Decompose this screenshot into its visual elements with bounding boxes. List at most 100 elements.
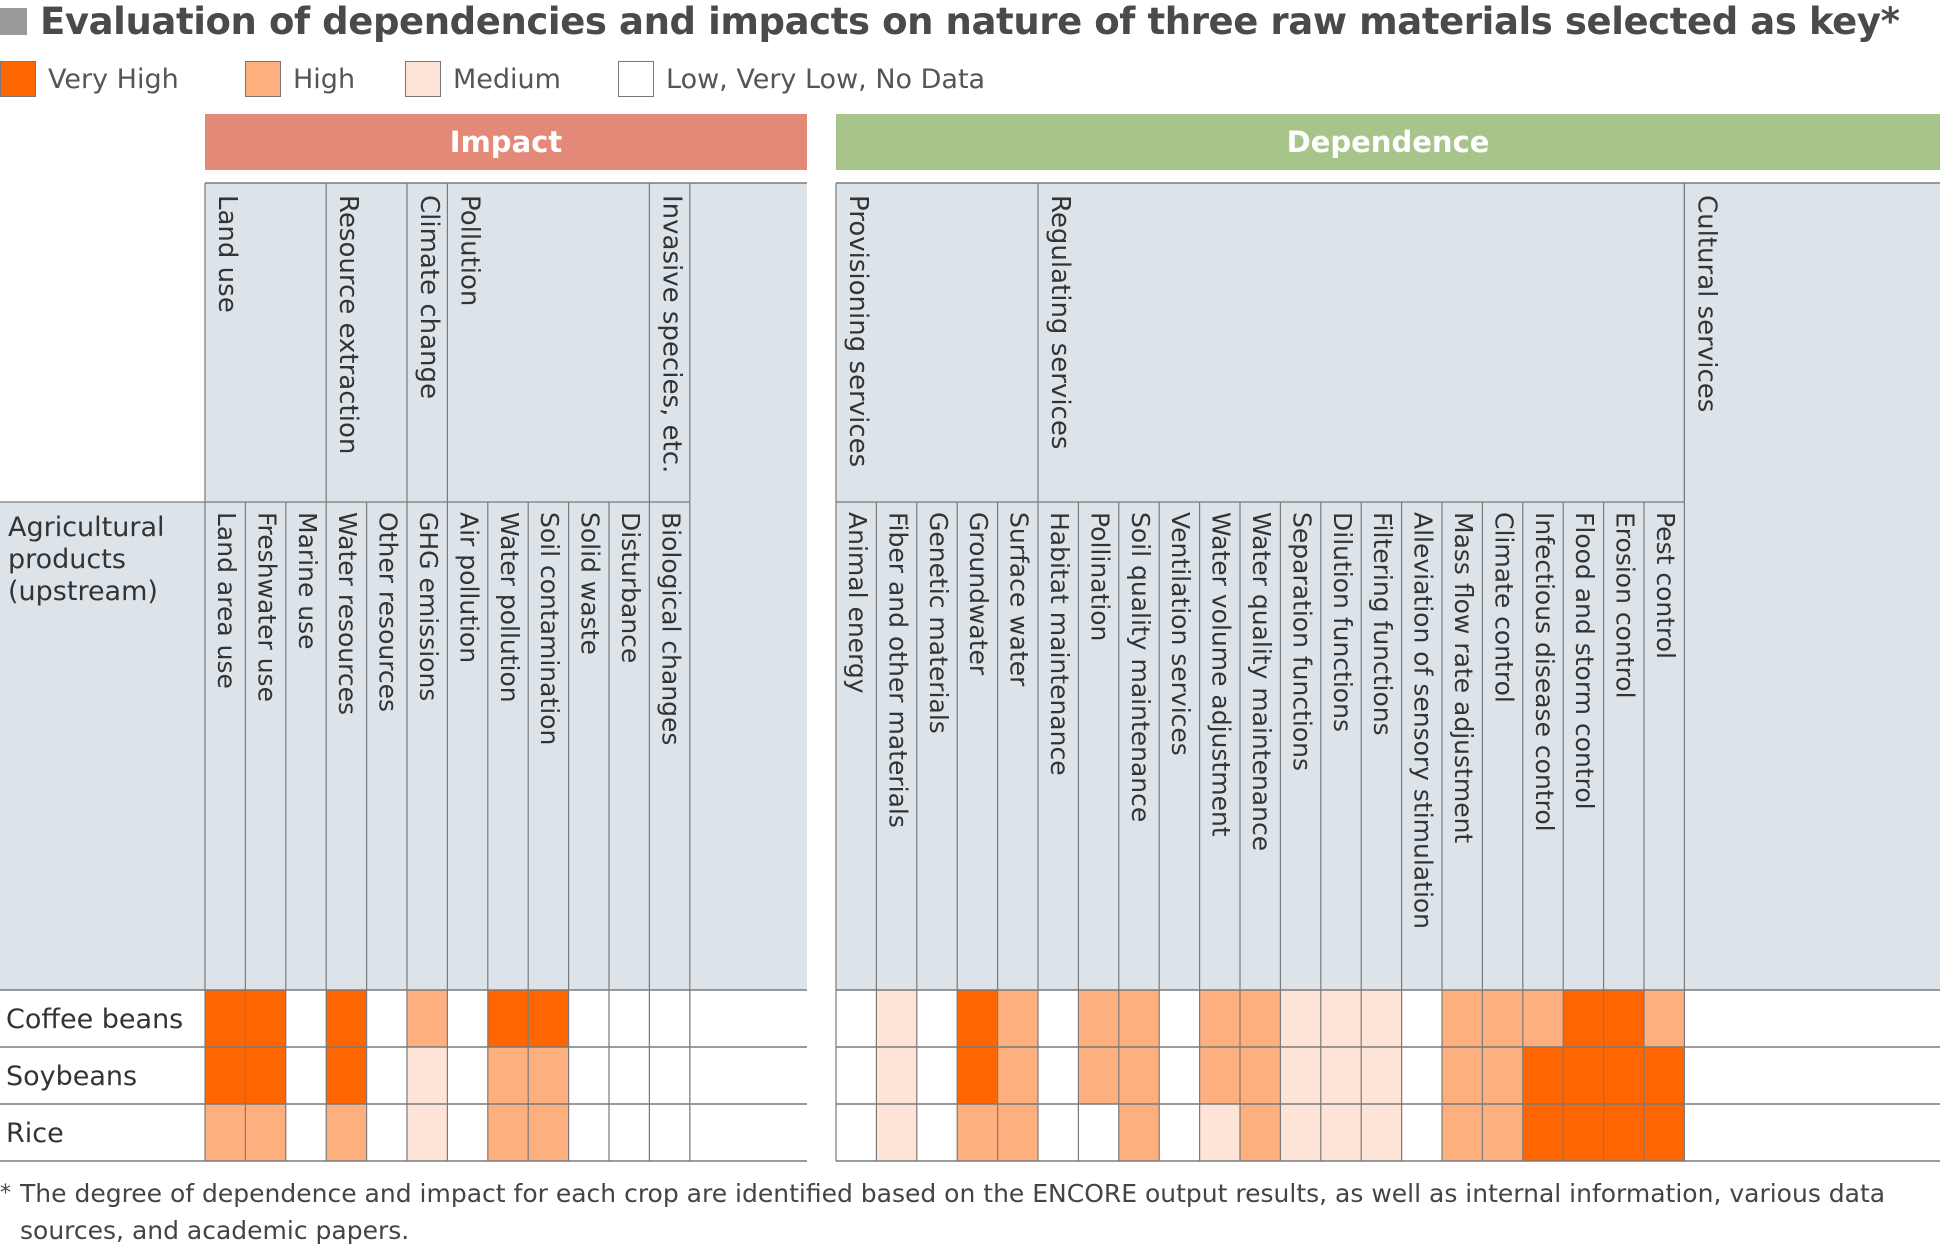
- row-header-label: Agricultural: [8, 512, 165, 543]
- heatmap-cell: [1482, 990, 1523, 1047]
- legend-swatch-medium: [405, 61, 441, 97]
- column-label-mass-flow-rate-adjustment: Mass flow rate adjustment: [1449, 512, 1478, 843]
- heatmap-cell: [957, 1104, 998, 1161]
- heatmap-cell: [447, 990, 488, 1047]
- column-label-surface-water: Surface water: [1005, 512, 1034, 687]
- column-label-fiber-and-other-materials: Fiber and other materials: [883, 512, 912, 828]
- heatmap-cell: [1401, 1047, 1442, 1104]
- column-label-ventilation-services: Ventilation services: [1166, 512, 1195, 756]
- column-label-biological-changes: Biological changes: [656, 512, 685, 745]
- heatmap-cell: [997, 1047, 1038, 1104]
- heatmap-cell: [326, 1104, 367, 1161]
- heatmap-cell: [1159, 1047, 1200, 1104]
- heatmap-cell: [326, 1047, 367, 1104]
- group-label-regulating-services: Regulating services: [1045, 195, 1075, 449]
- legend-item-low: Low, Very Low, No Data: [618, 60, 985, 98]
- heatmap-cell: [1442, 990, 1483, 1047]
- dependence-header-bg: [836, 183, 1940, 990]
- heatmap-cell: [1482, 1047, 1523, 1104]
- heatmap-cell: [1320, 1047, 1362, 1104]
- heatmap-cell: [1240, 1047, 1281, 1104]
- column-label-water-resources: Water resources: [333, 512, 362, 715]
- heatmap-cell: [1199, 990, 1240, 1047]
- column-label-erosion-control: Erosion control: [1611, 512, 1640, 699]
- heatmap-cell: [528, 990, 569, 1047]
- heatmap-cell: [487, 1104, 529, 1161]
- impact-band: [205, 114, 807, 170]
- heatmap-cell: [1240, 1104, 1281, 1161]
- heatmap-cell: [326, 990, 367, 1047]
- footnote-marker: *: [0, 1181, 11, 1206]
- legend-item-very-high: Very High: [0, 60, 179, 98]
- heatmap-cell: [1603, 1047, 1644, 1104]
- column-label-alleviation-of-sensory-stimulation: Alleviation of sensory stimulation: [1409, 512, 1438, 929]
- column-label-groundwater: Groundwater: [964, 512, 993, 676]
- heatmap-cell: [205, 990, 246, 1047]
- heatmap-cell: [649, 1047, 690, 1104]
- heatmap-cell: [1603, 990, 1644, 1047]
- dependence-band: [836, 114, 1940, 170]
- heatmap-cell: [285, 1104, 327, 1161]
- heatmap-cell: [1118, 990, 1160, 1047]
- column-label-habitat-maintenance: Habitat maintenance: [1045, 512, 1074, 776]
- column-label-soil-contamination: Soil contamination: [535, 512, 564, 745]
- column-label-air-pollution: Air pollution: [454, 512, 483, 663]
- column-label-dilution-functions: Dilution functions: [1328, 512, 1357, 732]
- heatmap-cell: [528, 1047, 569, 1104]
- title-marker-icon: [0, 8, 27, 35]
- legend-swatch-high: [245, 61, 281, 97]
- heatmap-cell: [916, 990, 958, 1047]
- column-label-water-volume-adjustment: Water volume adjustment: [1207, 512, 1236, 837]
- heatmap-cell: [957, 990, 998, 1047]
- group-label-climate-change: Climate change: [414, 195, 444, 399]
- heatmap-cell: [1038, 1047, 1079, 1104]
- chart-title: Evaluation of dependencies and impacts o…: [40, 0, 1900, 43]
- footnote-text: The degree of dependence and impact for …: [20, 1179, 1886, 1245]
- heatmap-cell: [487, 990, 529, 1047]
- footnote: * The degree of dependence and impact fo…: [0, 1175, 1935, 1249]
- group-label-invasive-species-etc: Invasive species, etc.: [656, 195, 686, 473]
- heatmap-cell: [1280, 1104, 1321, 1161]
- legend-item-high: High: [245, 60, 355, 98]
- heatmap-cell: [407, 1104, 448, 1161]
- heatmap-cell: [1603, 1104, 1644, 1161]
- heatmap-cell: [1078, 1104, 1119, 1161]
- heatmap-cell: [1159, 990, 1200, 1047]
- column-label-ghg-emissions: GHG emissions: [414, 512, 443, 701]
- heatmap-cell: [997, 990, 1038, 1047]
- impact-header-bg: [205, 183, 807, 990]
- heatmap-cell: [1482, 1104, 1523, 1161]
- impact-band-label: Impact: [450, 125, 563, 159]
- heatmap-cell: [1280, 990, 1321, 1047]
- heatmap-cell: [285, 1047, 327, 1104]
- legend-label: Medium: [453, 63, 561, 95]
- legend-item-medium: Medium: [405, 60, 561, 98]
- heatmap-cell: [447, 1047, 488, 1104]
- heatmap-cell: [997, 1104, 1038, 1161]
- heatmap-cell: [1199, 1104, 1240, 1161]
- heatmap-cell: [366, 990, 407, 1047]
- heatmap-cell: [447, 1104, 488, 1161]
- heatmap-cell: [1644, 1104, 1685, 1161]
- column-label-water-quality-maintenance: Water quality maintenance: [1247, 512, 1276, 851]
- heatmap-cell: [649, 990, 690, 1047]
- column-label-separation-functions: Separation functions: [1287, 512, 1316, 771]
- heatmap-cell: [205, 1047, 246, 1104]
- heatmap-cell: [366, 1104, 407, 1161]
- row-header-label: (upstream): [8, 576, 158, 607]
- heatmap-cell: [205, 1104, 246, 1161]
- heatmap-cell: [1240, 990, 1281, 1047]
- heatmap-cell: [407, 1047, 448, 1104]
- legend-label: High: [293, 63, 356, 95]
- heatmap-cell: [1078, 990, 1119, 1047]
- heatmap-cell: [1522, 990, 1564, 1047]
- column-label-soil-quality-maintenance: Soil quality maintenance: [1126, 512, 1155, 822]
- heatmap-cell: [609, 1104, 650, 1161]
- heatmap-cell: [245, 1104, 286, 1161]
- group-label-land-use: Land use: [212, 195, 242, 313]
- group-label-pollution: Pollution: [454, 195, 484, 306]
- column-label-marine-use: Marine use: [293, 512, 322, 650]
- heatmap-cell: [1442, 1104, 1483, 1161]
- heatmap-cell: [1118, 1104, 1160, 1161]
